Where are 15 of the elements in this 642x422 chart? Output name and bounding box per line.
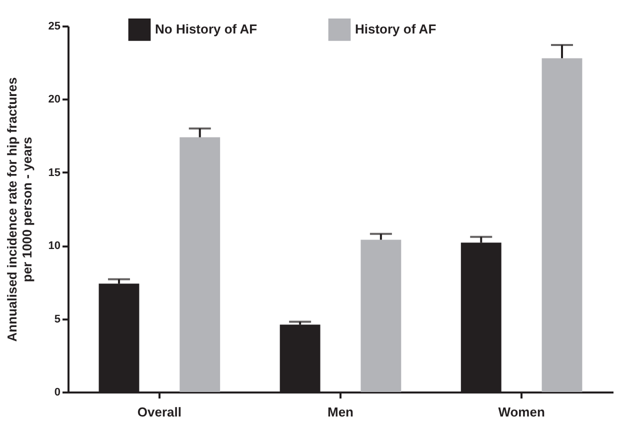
bar: [180, 137, 220, 392]
y-tick-label: 0: [54, 386, 60, 398]
y-axis-title: Annualised incidence rate for hip fractures per 1000 person - years: [4, 77, 34, 342]
y-tick-label: 15: [48, 166, 60, 179]
y-tick-label: 5: [54, 313, 60, 326]
bar: [360, 240, 402, 392]
x-tick-label: Men: [328, 404, 354, 420]
y-tick-label: 20: [48, 94, 60, 106]
x-tick-label: Overall: [137, 404, 182, 420]
legend-label: No History of AF: [155, 22, 258, 37]
bar: [542, 58, 582, 392]
y-tick-label: 25: [48, 20, 60, 32]
y-tick-label: 10: [48, 240, 60, 252]
x-tick-label: Women: [498, 404, 545, 420]
legend-label: History of AF: [355, 22, 436, 37]
